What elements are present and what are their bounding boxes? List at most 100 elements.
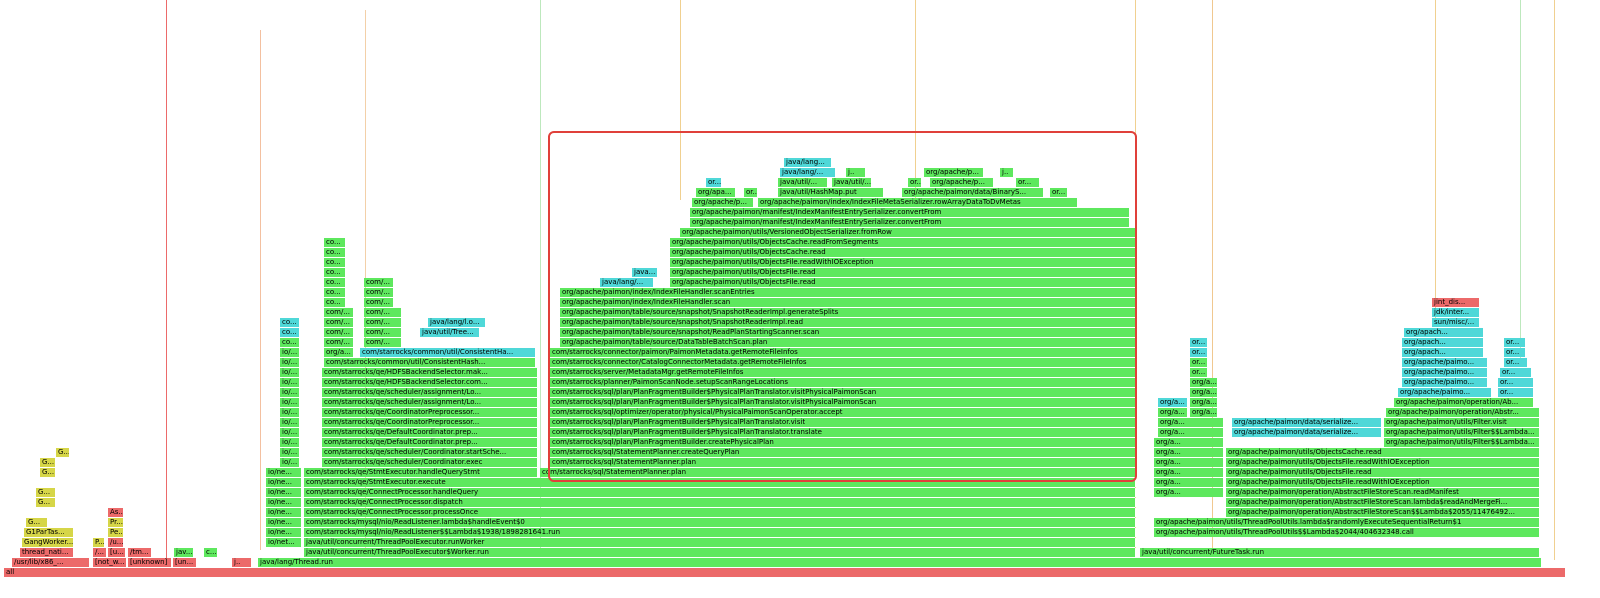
- frame[interactable]: co...: [324, 238, 346, 247]
- frame[interactable]: As...: [108, 508, 124, 517]
- frame[interactable]: io/...: [280, 418, 300, 427]
- frame[interactable]: com/...: [364, 318, 402, 327]
- frame[interactable]: org/apache/paimon/utils/ObjectsFile.read: [670, 278, 1136, 287]
- frame[interactable]: org/apache/p...: [930, 178, 994, 187]
- frame[interactable]: org/apach...: [1402, 338, 1484, 347]
- frame[interactable]: io/ne...: [266, 488, 302, 497]
- frame[interactable]: or...: [706, 178, 722, 187]
- frame[interactable]: /u...: [108, 538, 124, 547]
- frame[interactable]: org/a...: [324, 348, 354, 357]
- frame[interactable]: io/...: [280, 458, 300, 467]
- frame[interactable]: io/net...: [266, 538, 302, 547]
- frame[interactable]: [not_w...: [93, 558, 127, 567]
- frame[interactable]: org/apache/paimon/table/source/DataTable…: [560, 338, 1136, 347]
- frame[interactable]: com/starrocks/common/util/ConsistentHa..…: [360, 348, 536, 357]
- frame[interactable]: com/starrocks/sql/plan/PlanFragmentBuild…: [550, 398, 1136, 407]
- frame[interactable]: co...: [324, 248, 346, 257]
- frame[interactable]: P...: [93, 538, 105, 547]
- frame[interactable]: or...: [1498, 378, 1534, 387]
- frame[interactable]: org/a...: [1190, 378, 1218, 387]
- frame[interactable]: org/apache/paimon/operation/AbstractFile…: [1226, 488, 1540, 497]
- frame[interactable]: java/util/concurrent/FutureTask.run: [1140, 548, 1540, 557]
- frame[interactable]: io/...: [280, 398, 300, 407]
- frame[interactable]: or...: [1016, 178, 1040, 187]
- frame[interactable]: org/a...: [1154, 458, 1224, 467]
- frame[interactable]: org/a...: [1154, 468, 1224, 477]
- frame[interactable]: com/starrocks/qe/StmtExecutor.execute: [304, 478, 1136, 487]
- frame[interactable]: org/apache/paimon/utils/ObjectsFile.read…: [1226, 458, 1540, 467]
- frame[interactable]: java/util/Tree...: [420, 328, 480, 337]
- frame[interactable]: org/apache/paimon/utils/ObjectsFile.read: [1226, 468, 1540, 477]
- frame[interactable]: G...: [36, 498, 56, 507]
- frame[interactable]: org/a...: [1158, 428, 1224, 437]
- frame[interactable]: com/starrocks/sql/StatementPlanner.plan: [540, 468, 1136, 477]
- frame[interactable]: org/apache/paimon/utils/ObjectsCache.rea…: [1226, 448, 1540, 457]
- frame[interactable]: io/ne...: [266, 498, 302, 507]
- frame[interactable]: io/...: [280, 408, 300, 417]
- frame[interactable]: com/starrocks/common/util/ConsistentHash…: [324, 358, 536, 367]
- frame[interactable]: org/a...: [1154, 488, 1224, 497]
- frame[interactable]: io/ne...: [266, 528, 302, 537]
- frame[interactable]: org/apache/paimo...: [1402, 378, 1488, 387]
- frame[interactable]: io/ne...: [266, 468, 302, 477]
- frame[interactable]: java/lang/...: [600, 278, 654, 287]
- frame[interactable]: org/a...: [1154, 438, 1224, 447]
- frame[interactable]: org/apache/paimon/index/IndexFileHandler…: [560, 298, 1136, 307]
- frame[interactable]: org/apache/paimon/utils/ThreadPoolUtils$…: [1154, 528, 1540, 537]
- frame[interactable]: com/starrocks/qe/CoordinatorPreprocessor…: [322, 408, 538, 417]
- frame[interactable]: org/apache/paimon/operation/Abstr...: [1386, 408, 1540, 417]
- frame[interactable]: com/...: [364, 328, 402, 337]
- frame[interactable]: org/apache/paimon/utils/ObjectsFile.read…: [670, 258, 1136, 267]
- frame[interactable]: org/apache/paimon/data/serialize...: [1232, 428, 1382, 437]
- frame[interactable]: or...: [744, 188, 758, 197]
- frame[interactable]: io/...: [280, 358, 300, 367]
- frame[interactable]: io/ne...: [266, 508, 302, 517]
- frame[interactable]: or...: [1500, 368, 1532, 377]
- frame[interactable]: com/...: [364, 298, 394, 307]
- frame[interactable]: Pr...: [108, 518, 124, 527]
- frame[interactable]: org/apache/paimo...: [1402, 368, 1488, 377]
- frame[interactable]: jint_dis...: [1432, 298, 1480, 307]
- frame[interactable]: org/apache/paimon/utils/ThreadPoolUtils.…: [1154, 518, 1540, 527]
- frame[interactable]: com/starrocks/connector/CatalogConnector…: [550, 358, 1136, 367]
- frame[interactable]: com/...: [324, 338, 354, 347]
- frame[interactable]: G...: [40, 468, 56, 477]
- frame[interactable]: com/starrocks/qe/ConnectProcessor.handle…: [304, 488, 1136, 497]
- frame[interactable]: org/apache/paimon/table/source/snapshot/…: [560, 308, 1136, 317]
- frame[interactable]: io/ne...: [266, 518, 302, 527]
- frame[interactable]: org/apache/paimon/utils/ObjectsFile.read: [670, 268, 1136, 277]
- frame[interactable]: java/util/concurrent/ThreadPoolExecutor.…: [304, 538, 1136, 547]
- frame[interactable]: com/...: [324, 308, 354, 317]
- frame[interactable]: jdk/inter...: [1432, 308, 1480, 317]
- frame[interactable]: com/...: [324, 318, 354, 327]
- frame[interactable]: org/apache/paimon/operation/AbstractFile…: [1226, 498, 1540, 507]
- frame[interactable]: io/...: [280, 378, 300, 387]
- frame[interactable]: com/starrocks/sql/plan/PlanFragmentBuild…: [550, 388, 1136, 397]
- frame[interactable]: org/a...: [1190, 408, 1218, 417]
- frame[interactable]: org/apache/paimon/table/source/snapshot/…: [560, 318, 1136, 327]
- frame[interactable]: com/starrocks/sql/StatementPlanner.creat…: [550, 448, 1136, 457]
- frame[interactable]: org/apa...: [696, 188, 736, 197]
- frame[interactable]: java/util/concurrent/ThreadPoolExecutor$…: [304, 548, 1136, 557]
- frame[interactable]: com/starrocks/sql/plan/PlanFragmentBuild…: [550, 418, 1136, 427]
- frame[interactable]: org/apache/p...: [692, 198, 754, 207]
- frame[interactable]: org/a...: [1154, 448, 1224, 457]
- frame[interactable]: com/starrocks/qe/DefaultCoordinator.prep…: [322, 438, 538, 447]
- frame-root[interactable]: all: [4, 568, 1566, 577]
- frame[interactable]: com/starrocks/mysql/nio/ReadListener.lam…: [304, 518, 1136, 527]
- frame[interactable]: or...: [1190, 358, 1208, 367]
- frame[interactable]: org/apache/paimon/utils/ObjectsCache.rea…: [670, 248, 1136, 257]
- frame[interactable]: G...: [56, 448, 70, 457]
- frame[interactable]: com/starrocks/qe/HDFSBackendSelector.com…: [322, 378, 538, 387]
- frame[interactable]: thread_nati...: [20, 548, 74, 557]
- frame[interactable]: com/starrocks/qe/scheduler/assignment/Lo…: [322, 398, 538, 407]
- frame[interactable]: io/...: [280, 438, 300, 447]
- frame[interactable]: io/...: [280, 348, 300, 357]
- frame[interactable]: G...: [40, 458, 56, 467]
- frame[interactable]: org/apache/paimon/index/IndexFileMetaSer…: [758, 198, 1078, 207]
- frame[interactable]: /...: [93, 548, 107, 557]
- frame[interactable]: or...: [1498, 388, 1534, 397]
- frame[interactable]: org/apache/paimon/table/source/snapshot/…: [560, 328, 1136, 337]
- frame[interactable]: org/apache/paimon/utils/VersionedObjectS…: [680, 228, 1136, 237]
- frame[interactable]: org/a...: [1190, 398, 1218, 407]
